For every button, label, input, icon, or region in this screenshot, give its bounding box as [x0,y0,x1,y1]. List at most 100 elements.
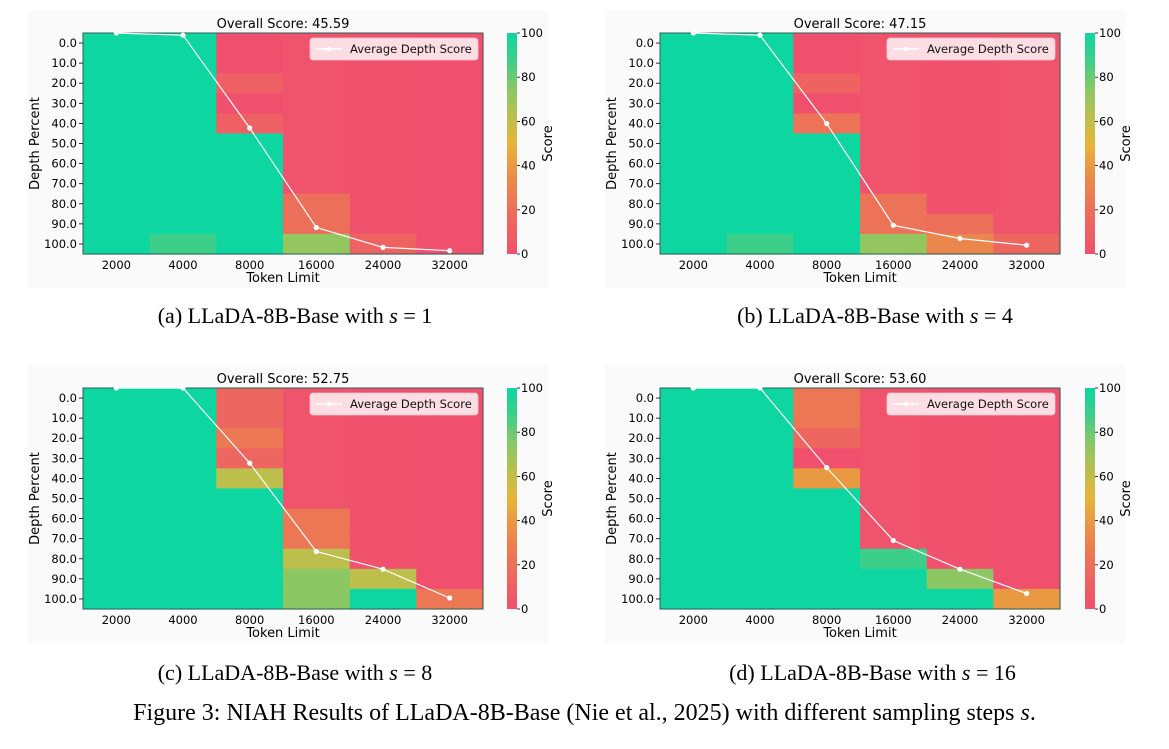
colorbar: 0 20 40 60 80 100 Score [1085,26,1134,261]
colorbar-tick-label: 60 [521,114,536,128]
heatmap-cell [660,428,728,449]
heatmap-cell [83,448,151,469]
colorbar-tick-label: 40 [1099,514,1114,528]
line-point [890,222,896,228]
caption-b-math: s [969,303,979,328]
y-tick-label: 70.0 [51,177,77,191]
heatmap-cell [149,568,217,590]
y-axis-title: Depth Percent [28,452,43,545]
colorbar-tick-label: 80 [1099,425,1114,439]
heatmap-cell [149,428,217,449]
heatmap-cell [283,508,351,530]
heatmap-cell [149,153,217,175]
heatmap-cell [860,588,928,610]
heatmap-cell [283,568,351,590]
x-tick-label: 32000 [431,258,468,272]
heatmap-cell [283,468,351,490]
heatmap-cell [83,173,151,195]
line-point [957,566,963,572]
heatmap-cell [349,213,417,235]
heatmap-cell [149,33,217,54]
legend-marker-icon [326,401,332,407]
y-axis-title: Depth Percent [605,97,620,190]
y-tick-label: 80.0 [628,197,654,211]
x-tick-label: 2000 [679,258,708,272]
average-depth-score-line [693,32,1027,246]
y-tick-label: 70.0 [51,532,77,546]
heatmap-cell [926,233,994,255]
heatmap-cell [416,548,484,570]
heatmap-cell [860,193,928,215]
heatmap-cell [860,73,928,94]
heatmap-cell [660,568,728,590]
heatmap-cell [726,193,794,215]
y-tick-label: 100.0 [44,592,77,606]
heatmap-cell [83,93,151,114]
line-point [690,385,696,391]
y-tick-label: 10.0 [51,56,77,70]
y-tick-label: 100.0 [621,592,654,606]
heatmap-cell [83,528,151,550]
heatmap-cell [216,408,284,429]
heatmap-cell [926,428,994,449]
heatmap-cell [349,588,417,610]
y-tick-label: 0.0 [636,36,654,50]
heatmap-cell [216,53,284,74]
average-depth-score-line [116,32,450,252]
heatmap-cell [216,133,284,155]
legend: Average Depth Score [886,37,1056,61]
y-tick-label: 70.0 [628,177,654,191]
y-tick-label: 80.0 [628,552,654,566]
heatmap-cell [83,213,151,235]
legend: Average Depth Score [309,37,479,61]
heatmap-cell [926,488,994,510]
x-tick-label: 16000 [875,613,912,627]
line-point [824,121,830,127]
y-tick-label: 10.0 [51,411,77,425]
heatmap-cell [83,588,151,610]
heatmap-cell [216,388,284,409]
heatmap-cell [793,488,861,510]
heatmap-cell [149,93,217,114]
colorbar-label: Score [541,480,556,516]
heatmap-cell [993,73,1061,94]
heatmap-cell [283,548,351,570]
heatmap-cell [793,53,861,74]
heatmap-cell [149,213,217,235]
heatmap-cell [283,73,351,94]
heatmap-cell [149,173,217,195]
heatmap-cell [216,213,284,235]
colorbar-tick-label: 100 [521,381,543,395]
heatmap-cell [149,408,217,429]
heatmap-cell [83,548,151,570]
heatmap-cell [216,488,284,510]
colorbar-gradient [1085,33,1095,254]
y-tick-label: 10.0 [628,411,654,425]
heatmap-cell [660,528,728,550]
colorbar-tick-label: 40 [521,514,536,528]
heatmap-cell [283,193,351,215]
y-tick-label: 20.0 [51,76,77,90]
heatmap-cell [793,193,861,215]
heatmap-cell [416,568,484,590]
colorbar-gradient [1085,388,1095,609]
heatmap-cell [993,548,1061,570]
heatmap-cell [83,408,151,429]
legend-box [309,392,479,416]
heatmap-cell [216,173,284,195]
colorbar-tick-label: 60 [521,469,536,483]
heatmap-cell [349,193,417,215]
legend-label: Average Depth Score [927,42,1049,56]
average-depth-score-line [693,387,1027,595]
heatmap-cell [726,448,794,469]
y-tick-label: 90.0 [628,572,654,586]
heatmap-cell [926,213,994,235]
heatmap-cell [349,113,417,135]
colorbar: 0 20 40 60 80 100 Score [1085,381,1134,616]
heatmap-cell [793,93,861,114]
heatmap-cell [660,113,728,135]
heatmap-cell [793,408,861,429]
heatmap-cell [660,408,728,429]
heatmap-cell [149,528,217,550]
